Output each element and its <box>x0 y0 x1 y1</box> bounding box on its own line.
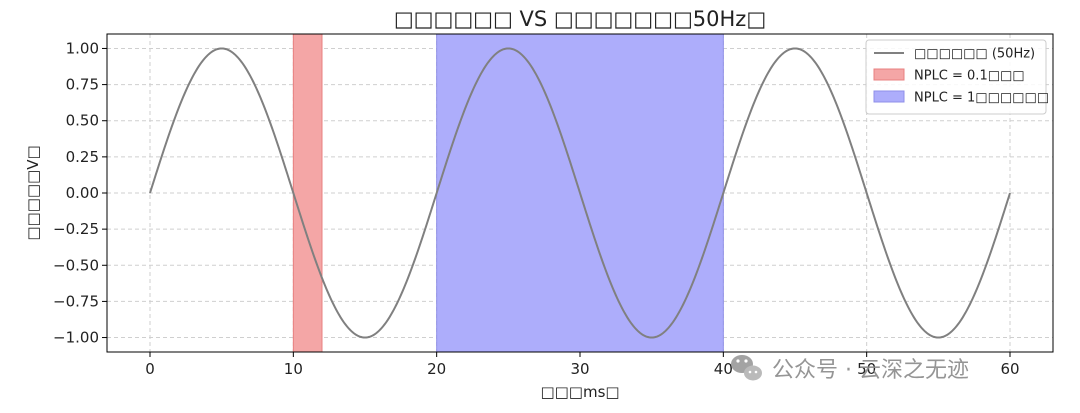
y-tick-label: −0.50 <box>53 256 99 274</box>
legend-swatch-span-0 <box>873 68 905 81</box>
x-tick-label: 10 <box>284 360 303 378</box>
x-tick-label: 30 <box>570 360 589 378</box>
y-axis-label: □□□□□V□ <box>24 145 42 240</box>
x-tick-label: 0 <box>145 360 155 378</box>
y-tick-label: 1.00 <box>66 39 99 57</box>
x-tick-label: 60 <box>1000 360 1019 378</box>
watermark-text: 公众号 · 云深之无迹 <box>772 358 969 383</box>
legend-label-span-1: NPLC = 1□□□□□□ <box>914 91 1049 106</box>
y-tick-label: 0.25 <box>66 148 99 166</box>
span-rect-0 <box>292 33 323 353</box>
legend-label-span-0: NPLC = 0.1□□□ <box>914 69 1025 84</box>
wechat-icon <box>731 355 762 381</box>
legend: □□□□□□ (50Hz) NPLC = 0.1□□□ NPLC = 1□□□□□□ <box>865 39 1049 115</box>
y-tick-label: 0.00 <box>66 184 99 202</box>
chart-title: □□□□□□ VS □□□□□□□50Hz□ <box>394 7 766 31</box>
y-axis-ticks: −1.00 −0.75 −0.50 −0.25 0.00 0.25 0.50 0.75 1.00 <box>53 39 107 347</box>
highlight-spans <box>292 33 724 353</box>
series-line-sine <box>149 47 1011 339</box>
x-tick-label: 40 <box>714 360 733 378</box>
watermark: 公众号 · 云深之无迹 <box>731 355 969 383</box>
x-tick-label: 20 <box>427 360 446 378</box>
x-axis-ticks: 0 10 20 30 40 50 60 <box>145 352 1020 378</box>
legend-swatch-span-1 <box>873 90 905 103</box>
x-axis-label: □□□ms□ <box>540 383 619 401</box>
y-tick-label: −1.00 <box>53 329 99 347</box>
y-tick-label: 0.75 <box>66 76 99 94</box>
legend-label-series: □□□□□□ (50Hz) <box>914 47 1035 62</box>
legend-box <box>865 39 1047 115</box>
x-tick-label: 50 <box>857 360 876 378</box>
y-tick-label: −0.25 <box>53 220 99 238</box>
y-tick-label: 0.50 <box>66 112 99 130</box>
y-tick-label: −0.75 <box>53 292 99 310</box>
